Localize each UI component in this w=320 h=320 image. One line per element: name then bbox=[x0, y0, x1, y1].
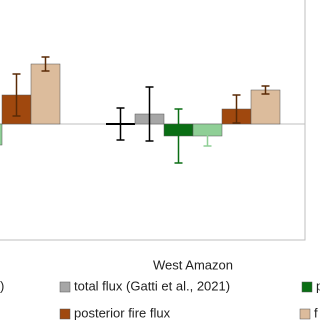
error-bar bbox=[203, 125, 212, 147]
legend-label: posterior fire flux bbox=[74, 305, 171, 320]
legend-swatch bbox=[59, 281, 71, 293]
legend-swatch bbox=[299, 308, 311, 320]
legend-label: p bbox=[316, 278, 320, 293]
legend-label: ) bbox=[0, 278, 4, 293]
error-bar bbox=[12, 73, 21, 117]
error-bar bbox=[174, 108, 183, 164]
bar bbox=[0, 123, 3, 146]
bar bbox=[250, 89, 281, 125]
legend-swatch bbox=[301, 281, 313, 293]
error-bar bbox=[145, 86, 154, 142]
bar bbox=[30, 63, 61, 125]
plot-frame bbox=[0, 0, 306, 241]
error-bar bbox=[232, 94, 241, 124]
error-bar bbox=[261, 85, 270, 95]
legend-label: f bbox=[314, 305, 318, 320]
legend-label: total flux (Gatti et al., 2021) bbox=[74, 278, 230, 293]
legend-swatch bbox=[59, 308, 71, 320]
x-category-label: West Amazon bbox=[153, 257, 233, 272]
error-bar bbox=[116, 107, 125, 141]
error-bar bbox=[41, 56, 50, 72]
